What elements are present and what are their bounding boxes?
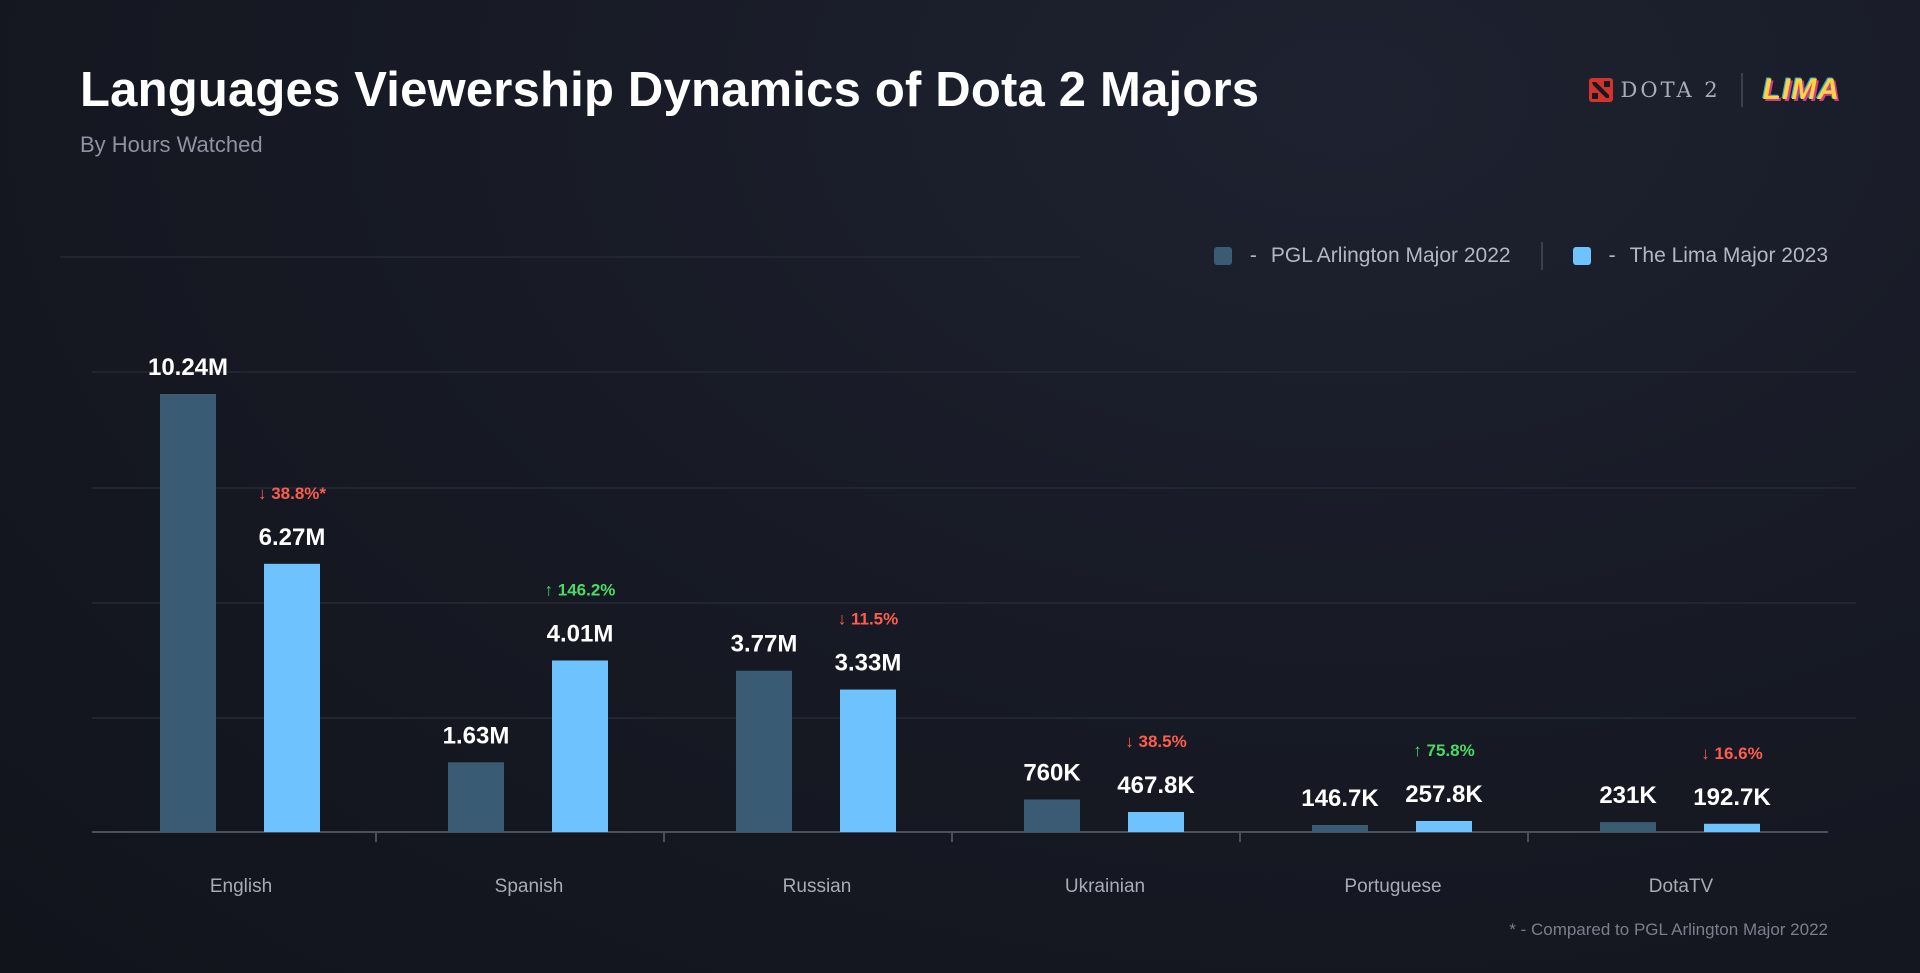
bar-series2 (552, 660, 608, 832)
legend-item-series1: - PGL Arlington Major 2022 (1213, 244, 1511, 268)
dota-logo: DOTA 2 (1588, 78, 1721, 102)
change-indicator: ↓ 38.5% (1125, 732, 1186, 751)
bar-series1 (1024, 799, 1080, 832)
legend-dash: - (1249, 244, 1257, 267)
chart-legend: - PGL Arlington Major 2022 - The Lima Ma… (1213, 242, 1828, 270)
bar-series1 (1312, 825, 1368, 832)
x-tick-label: Russian (783, 876, 852, 897)
legend-item-series2: - The Lima Major 2023 (1572, 244, 1828, 268)
x-tick-label: Ukrainian (1065, 876, 1145, 897)
bar-series1 (448, 762, 504, 832)
data-label: 192.7K (1693, 784, 1771, 811)
x-tick-label: DotaTV (1649, 876, 1714, 897)
bar-series2 (1128, 811, 1184, 832)
data-label: 10.24M (148, 354, 228, 381)
data-label: 146.7K (1301, 785, 1379, 812)
bar-series1 (736, 670, 792, 832)
x-tick-label: English (210, 876, 272, 897)
dota-logo-text: DOTA 2 (1620, 78, 1721, 102)
logo-area: DOTA 2 LIMA (1588, 68, 1840, 112)
bar-series2 (1704, 823, 1760, 832)
legend-label-series2: The Lima Major 2023 (1629, 244, 1828, 267)
x-tick-label: Portuguese (1344, 876, 1441, 897)
data-label: 760K (1023, 759, 1081, 786)
data-label: 231K (1599, 782, 1657, 809)
change-indicator: ↓ 11.5% (838, 610, 899, 629)
bar-series2 (1416, 820, 1472, 832)
bar-series1 (160, 394, 216, 832)
x-tick-label: Spanish (495, 876, 564, 897)
bar-series1 (1600, 822, 1656, 832)
dota-emblem-icon (1588, 78, 1613, 102)
legend-swatch-series1 (1213, 247, 1232, 265)
lima-major-logo: LIMA (1762, 73, 1840, 106)
chart-subtitle: By Hours Watched (80, 132, 263, 157)
change-indicator: ↓ 16.6% (1701, 744, 1762, 763)
data-label: 3.77M (731, 631, 798, 658)
legend-label-series1: PGL Arlington Major 2022 (1270, 244, 1511, 267)
change-indicator: ↓ 38.8%* (258, 484, 326, 503)
data-label: 467.8K (1117, 772, 1195, 799)
legend-divider (1540, 242, 1543, 270)
data-label: 257.8K (1405, 781, 1483, 808)
change-indicator: ↑ 75.8% (1413, 741, 1474, 760)
data-label: 1.63M (443, 722, 510, 749)
bar-series2 (264, 563, 320, 832)
logo-divider (1740, 73, 1743, 107)
legend-swatch-series2 (1572, 247, 1591, 265)
bar-series2 (840, 689, 896, 832)
chart-title: Languages Viewership Dynamics of Dota 2 … (80, 63, 1260, 117)
legend-dash: - (1608, 244, 1616, 267)
footnote: * - Compared to PGL Arlington Major 2022 (1509, 920, 1828, 939)
data-label: 3.33M (835, 650, 902, 677)
data-label: 6.27M (259, 524, 326, 551)
data-label: 4.01M (547, 620, 614, 647)
change-indicator: ↑ 146.2% (545, 580, 616, 599)
